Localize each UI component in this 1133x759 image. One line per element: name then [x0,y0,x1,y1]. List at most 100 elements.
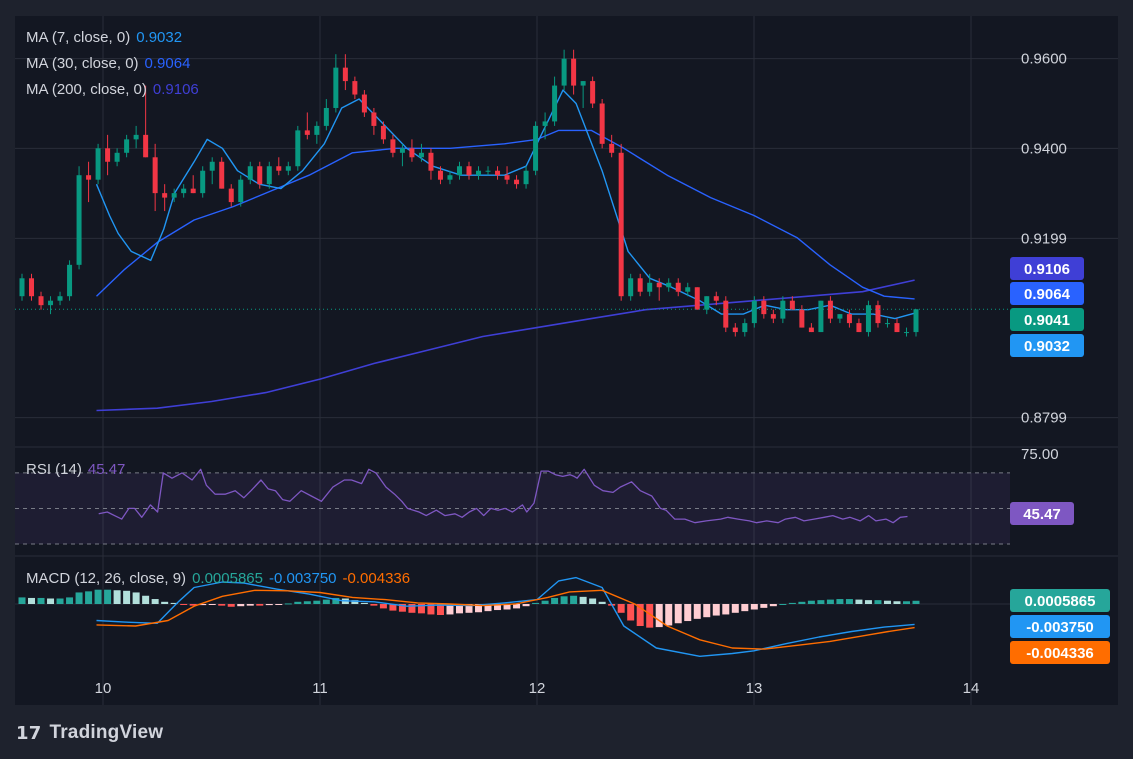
tradingview-logo-icon: 17 [16,722,42,744]
candle-body [380,125,386,140]
macd-histogram-bar [28,597,36,604]
macd-histogram-bar [265,604,273,606]
candle-body [86,175,92,180]
macd-tag-value: 0.0005865 [1025,593,1096,610]
macd-histogram-bar [284,603,292,605]
candle-body [485,170,491,172]
macd-histogram-bar [769,604,777,607]
macd-tag: -0.003750 [1010,615,1110,638]
macd-histogram-bar [227,604,235,607]
macd-histogram-bar [132,592,140,604]
macd-histogram-bar [598,601,606,604]
x-tick-label: 10 [95,680,112,697]
ma7-legend[interactable]: MA (7, close, 0) 0.9032 [26,29,182,46]
candle-body [856,323,862,333]
macd-histogram-bar [104,589,112,604]
macd-histogram-bar [170,602,178,604]
x-tick-label: 13 [746,680,763,697]
macd-histogram-bar [788,602,796,604]
ma200-legend-value: 0.9106 [152,81,199,98]
candle-body [789,300,795,310]
macd-histogram-bar [113,590,121,604]
rsi-line [98,468,908,524]
ma30-legend[interactable]: MA (30, close, 0) 0.9064 [26,55,190,72]
candle-body [903,332,909,334]
candle-body [466,166,472,176]
macd-legend-label: MACD (12, 26, close, 9) [26,570,187,587]
macd-histogram-bar [836,599,844,604]
x-tick-label: 14 [963,680,980,697]
price-tag-value: 0.9041 [1024,312,1070,329]
candle-body [780,300,786,319]
candle-body [514,179,520,185]
price-tag-value: 0.9064 [1024,286,1071,303]
candle-body [552,85,558,122]
candle-body [162,193,168,198]
candle-body [342,67,348,82]
candle-body [666,282,672,288]
candle-body [257,166,263,185]
macd-histogram-bar [313,600,321,604]
macd-histogram-bar [455,604,463,614]
candle-body [799,309,805,328]
candle-body [428,152,434,171]
candle-body [247,166,253,180]
candle-body [133,134,139,140]
macd-legend[interactable]: MACD (12, 26, close, 9) 0.0005865 -0.00375… [26,570,410,587]
signal-line [96,589,915,650]
macd-histogram-bar [189,604,197,606]
ma7-legend-value: 0.9032 [136,29,183,46]
macd-histogram-bar [636,604,644,626]
ma200-legend[interactable]: MA (200, close, 0) 0.9106 [26,81,199,98]
candle-body [171,193,177,198]
macd-histogram-bar [551,597,559,604]
candle-body [875,305,881,324]
macd-histogram-bar [655,604,663,628]
tradingview-brand[interactable]: 17 TradingView [16,722,163,744]
macd-legend-signal: -0.004336 [342,570,411,587]
macd-histogram-bar [322,599,330,604]
candle-body [105,148,111,162]
macd-histogram-bar [826,599,834,604]
candle-body [761,300,767,315]
candle-body [694,287,700,310]
macd-histogram-bar [722,604,730,615]
price-tag: 0.9032 [1010,334,1084,357]
candle-body [456,166,462,176]
candle-body [209,161,215,171]
candle-body [371,112,377,126]
macd-histogram-bar [665,604,673,626]
price-tag-box [1010,308,1084,331]
macd-tag-value: -0.004336 [1026,645,1094,662]
macd-histogram-bar [417,604,425,614]
macd-histogram-bar [161,601,169,604]
macd-histogram-bar [151,599,159,604]
macd-histogram-bar [883,600,891,604]
macd-histogram-bar [532,602,540,604]
candle-body [114,152,120,162]
price-tag-box [1010,334,1084,357]
candle-body [656,282,662,288]
candle-body [894,323,900,333]
rsi-legend[interactable]: RSI (14) 45.47 [26,461,125,478]
candle-body [837,314,843,319]
macd-histogram-bar [874,600,882,604]
candle-body [228,188,234,203]
macd-legend-hist: 0.0005865 [192,570,263,587]
candle-body [143,134,149,158]
macd-histogram-bar [570,595,578,604]
macd-tag-box [1010,589,1110,612]
candle-body [913,309,919,333]
candle-body [390,139,396,153]
macd-histogram-bar [360,602,368,604]
macd-histogram-bar [798,601,806,604]
candle-body [399,148,405,153]
candle-body [580,81,586,86]
macd-histogram-bar [18,597,26,604]
macd-histogram-bar [627,604,635,621]
macd-histogram-bar [617,604,625,613]
macd-histogram-bar [484,604,492,612]
candle-body [637,278,643,292]
price-tag-box [1010,282,1084,305]
